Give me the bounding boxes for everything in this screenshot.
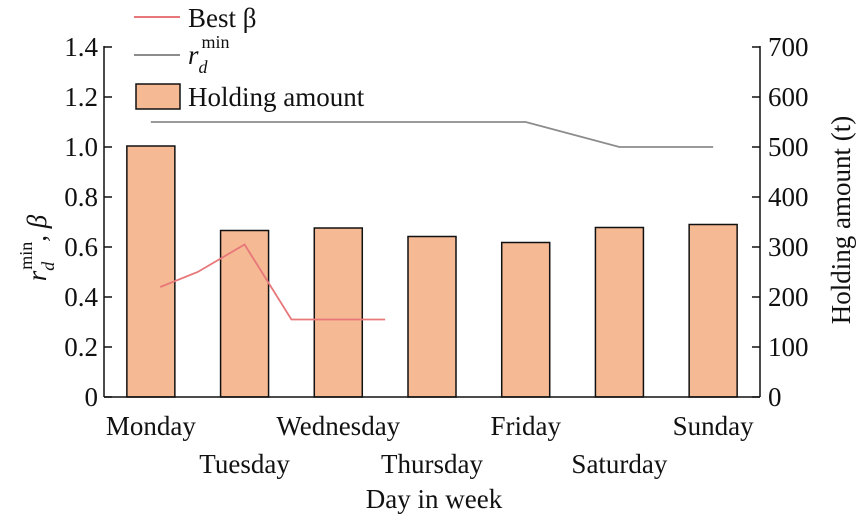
y-left-tick-label: 0.4 (64, 282, 98, 312)
y-left-tick-label: 0.2 (64, 332, 98, 362)
bar-saturday (594, 226, 645, 398)
y-right-tick-label: 400 (768, 182, 809, 212)
y-right-tick-label: 200 (768, 282, 809, 312)
x-axis-title: Day in week (366, 484, 503, 514)
y-left-tick-label: 1.4 (64, 32, 98, 62)
bar-thursday (407, 235, 457, 398)
bar-sunday (688, 223, 738, 398)
y-left-tick-label: 0 (85, 382, 99, 412)
legend-label-holding-amount: Holding amount (188, 82, 365, 112)
y-left-tick-label: 1.2 (64, 82, 98, 112)
x-tick-label-friday: Friday (490, 411, 561, 441)
y-right-tick-label: 500 (768, 132, 809, 162)
y-right-tick-label: 300 (768, 232, 809, 262)
axes-group (103, 46, 761, 398)
bar-wednesday (313, 227, 364, 398)
bar-tuesday (219, 229, 270, 398)
lines-group (150, 121, 714, 321)
y-right-tick-label: 600 (768, 82, 809, 112)
line-rdmin (150, 121, 714, 148)
y-left-tick-label: 0.6 (64, 232, 98, 262)
x-tick-label-tuesday: Tuesday (199, 449, 290, 479)
y-right-tick-label: 0 (768, 382, 782, 412)
y-axis-left-title: rdmin, β (16, 214, 58, 281)
y-left-tick-label: 0.8 (64, 182, 98, 212)
x-tick-label-thursday: Thursday (381, 449, 483, 479)
legend-label-best-beta: Best β (188, 3, 257, 33)
y-left-tick-label: 1.0 (64, 132, 98, 162)
line-best-beta (159, 243, 386, 321)
bars-group (126, 145, 738, 398)
x-tick-label-wednesday: Wednesday (276, 411, 400, 441)
y-axis-right-title: Holding amount (t) (826, 116, 856, 324)
y-right-tick-label: 100 (768, 332, 809, 362)
legend: Best β rdmin Holding amount (134, 3, 365, 112)
bar-friday (500, 241, 551, 398)
x-tick-label-monday: Monday (106, 411, 196, 441)
x-tick-label-sunday: Sunday (673, 411, 755, 441)
x-tick-label-saturday: Saturday (571, 449, 667, 479)
ticks-group: 0 0.2 0.4 0.6 0.8 1.0 1.2 1.4 0 100 200 300 400 500 60… (64, 32, 808, 412)
bar-monday (126, 145, 176, 398)
y-right-tick-label: 700 (768, 32, 809, 62)
legend-swatch-holding-amount (135, 83, 181, 110)
legend-label-rdmin: rdmin (188, 32, 230, 77)
